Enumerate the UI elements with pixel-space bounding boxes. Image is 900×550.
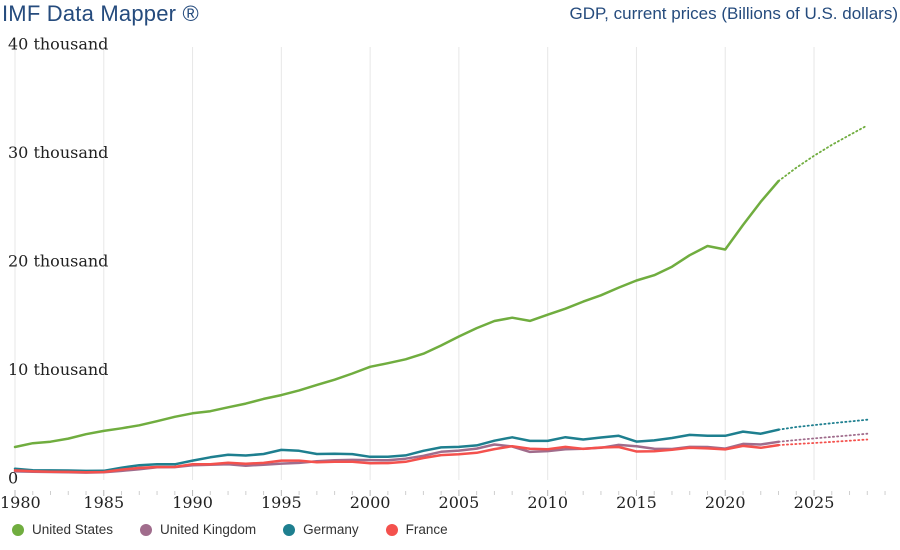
series-line-united-states[interactable]: [13, 179, 780, 449]
x-tick-label: 1995: [261, 493, 302, 512]
france-series-dot-icon: [385, 523, 398, 536]
united-kingdom-series-dot-icon: [140, 523, 153, 536]
legend-item-united-kingdom[interactable]: United Kingdom: [140, 522, 256, 537]
legend-item-united-states[interactable]: United States: [12, 522, 113, 537]
x-tick-label: 1985: [83, 493, 124, 512]
y-tick-label: 40 thousand: [8, 35, 108, 54]
x-tick-label: 2020: [705, 493, 746, 512]
legend-item-france[interactable]: France: [385, 522, 448, 537]
x-tick-label: 2005: [439, 493, 480, 512]
series-line-germany[interactable]: [13, 428, 780, 473]
chart-subtitle: GDP, current prices (Billions of U.S. do…: [569, 4, 898, 23]
series-forecast-line-united-states[interactable]: [777, 124, 869, 182]
x-tick-label: 2000: [350, 493, 391, 512]
chart-legend: United States United Kingdom Germany Fra…: [12, 522, 448, 537]
y-tick-label: 10 thousand: [8, 360, 108, 379]
series-line-france[interactable]: [13, 443, 780, 474]
united-states-series-dot-icon: [12, 523, 24, 536]
legend-label: Germany: [303, 522, 359, 537]
y-tick-label: 30 thousand: [8, 143, 108, 162]
series-forecast-line-germany[interactable]: [777, 418, 869, 431]
legend-label: United States: [32, 522, 114, 537]
x-tick-label: 2015: [616, 493, 657, 512]
page-title: IMF Data Mapper ®: [2, 1, 199, 26]
x-tick-label: 2010: [527, 493, 568, 512]
germany-series-dot-icon: [283, 523, 296, 536]
gdp-line-chart-plot[interactable]: 1980 1985 1990 1995 2000 2005 2010 2015 2020 2025…: [0, 0, 900, 520]
x-tick-label: 1990: [172, 493, 213, 512]
legend-item-germany[interactable]: Germany: [283, 522, 359, 537]
y-tick-label: 20 thousand: [8, 252, 108, 271]
y-tick-label: 0: [8, 469, 18, 488]
x-tick-label: 1980: [0, 493, 41, 512]
legend-label: France: [405, 522, 448, 537]
legend-label: United Kingdom: [160, 522, 257, 537]
x-tick-label: 2025: [794, 493, 835, 512]
